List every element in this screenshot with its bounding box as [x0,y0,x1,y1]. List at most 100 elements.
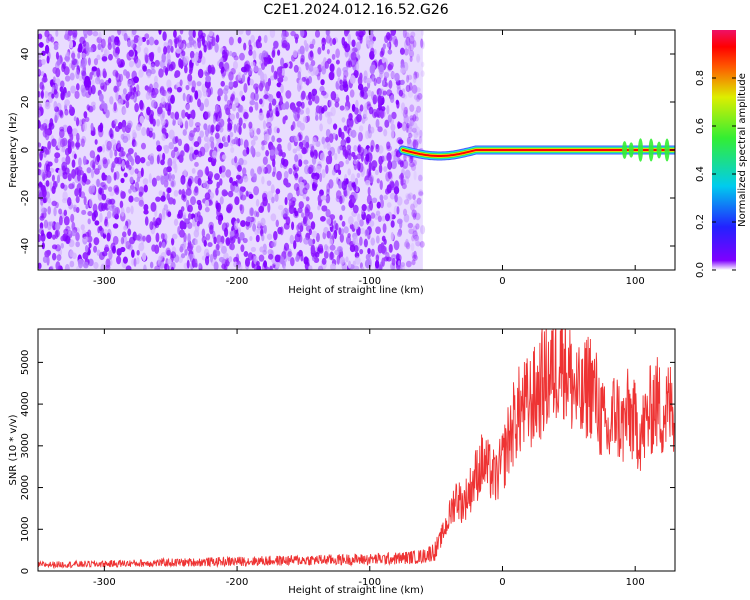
spectrogram-noise-cell [357,213,361,223]
spectrogram-noise-cell [70,213,75,223]
snr-x-tick-label: -300 [93,577,116,588]
spectrogram-noise-cell [418,174,423,182]
spectrogram-noise-cell [150,201,157,212]
spectrogram-noise-cell [256,127,261,135]
snr-x-axis-label: Height of straight line (km) [288,585,424,596]
spectrogram-noise-cell [293,64,299,73]
spectrogram-noise-cell [325,193,331,204]
spectrogram-noise-cell [416,55,421,62]
spectrogram-noise-cell [301,90,306,100]
spectrogram-noise-cell [269,265,273,270]
spectrogram-noise-cell [386,256,392,262]
spectrogram-noise-cell [129,236,135,245]
spectrogram-noise-cell [344,43,351,53]
spectrogram-noise-cell [160,111,164,122]
spectrogram-noise-cell [137,36,143,47]
spectrogram-noise-cell [208,30,214,37]
spectrogram-noise-cell [167,157,173,168]
spectrogram-noise-cell [310,221,316,230]
spectrogram-noise-cell [413,235,420,243]
spectrogram-noise-cell [353,145,358,152]
spectrogram-noise-cell [138,69,144,78]
spectrogram-noise-cell [52,66,58,74]
spectrogram-noise-cell [413,234,419,242]
spectrogram-noise-cell [151,177,157,187]
spectrogram-noise-cell [319,152,326,162]
spectrogram-noise-cell [324,111,331,118]
spectrogram-noise-cell [177,138,183,147]
snr-y-tick-label: 4000 [20,391,31,416]
spectrogram-noise-cell [381,56,386,64]
spectrogram-noise-cell [202,40,208,48]
spectrogram-noise-cell [140,157,146,164]
spectrogram-noise-cell [407,89,414,98]
spectrogram-noise-cell [408,156,414,164]
spectrogram-noise-cell [329,238,334,245]
spectrogram-noise-cell [325,136,330,143]
spectrogram-noise-cell [412,212,417,220]
spectrogram-noise-cell [172,120,176,126]
spectrogram-noise-cell [309,50,314,58]
spectrogram-noise-cell [163,65,167,73]
spectrogram-noise-cell [330,263,336,270]
spectrogram-noise-cell [326,143,331,151]
spectrogram-noise-cell [308,228,313,236]
spectrogram-noise-cell [235,253,240,262]
spectrogram-noise-cell [52,180,57,190]
spectrogram-noise-cell [194,258,198,268]
spectrogram-noise-cell [341,261,347,270]
spectrogram-noise-cell [82,236,89,242]
spectrogram-noise-cell [122,235,128,244]
spectrogram-noise-cell [182,92,186,102]
spectrogram-noise-cell [409,56,413,63]
spectrogram-noise-cell [58,109,64,116]
spectrogram-noise-cell [131,30,137,36]
spectrogram-noise-cell [338,181,342,189]
spectrogram-noise-cell [86,167,92,174]
spectrogram-noise-cell [109,198,116,205]
spectrogram-noise-cell [115,90,119,101]
spectrogram-noise-cell [339,195,343,205]
spectrogram-noise-cell [129,176,134,184]
spectrogram-noise-cell [411,252,415,259]
spectrogram-noise-cell [389,94,395,104]
spectrogram-noise-cell [63,209,68,217]
spectrogram-noise-cell [412,138,417,149]
spectrogram-noise-cell [113,85,118,93]
spectrogram-noise-cell [232,60,238,70]
spectrogram-noise-cell [348,60,353,68]
spectrogram-noise-cell [214,132,220,139]
spectrogram-noise-cell [407,44,412,52]
spectrogram-noise-cell [46,145,51,155]
spectrogram-noise-cell [187,204,193,213]
spectrogram-noise-cell [386,152,392,162]
spectrogram-noise-cell [359,219,364,227]
spectrogram-noise-cell [254,101,259,111]
spectrogram-noise-cell [75,241,80,248]
spectrogram-noise-cell [301,76,307,82]
spectrogram-noise-cell [214,173,220,181]
spectrogram-noise-cell [170,149,176,159]
spectrogram-noise-cell [166,249,171,256]
spectrogram-noise-cell [379,180,383,190]
spectrogram-noise-cell [218,256,225,263]
spectrogram-noise-cell [229,243,235,251]
spectrogram-noise-cell [74,167,79,176]
spectrogram-noise-cell [215,34,220,43]
spectrogram-noise-cell [407,222,413,230]
spectrogram-noise-cell [64,30,69,41]
spectrogram-noise-cell [229,113,236,121]
spectrogram-noise-cell [189,110,194,119]
spectrogram-noise-cell [297,222,303,230]
spectrogram-noise-cell [195,245,202,254]
spectrogram-noise-cell [40,184,46,193]
spectrogram-noise-cell [284,115,288,121]
spectrogram-noise-cell [358,125,364,132]
spectrogram-noise-cell [46,55,50,64]
spectrogram-noise-cell [174,136,179,144]
spectrogram-noise-cell [216,250,221,256]
spectrogram-noise-cell [112,205,118,215]
spectrogram-noise-cell [283,265,287,270]
spectrogram-noise-cell [410,203,415,211]
figure-title: C2E1.2024.012.16.52.G26 [263,2,448,18]
